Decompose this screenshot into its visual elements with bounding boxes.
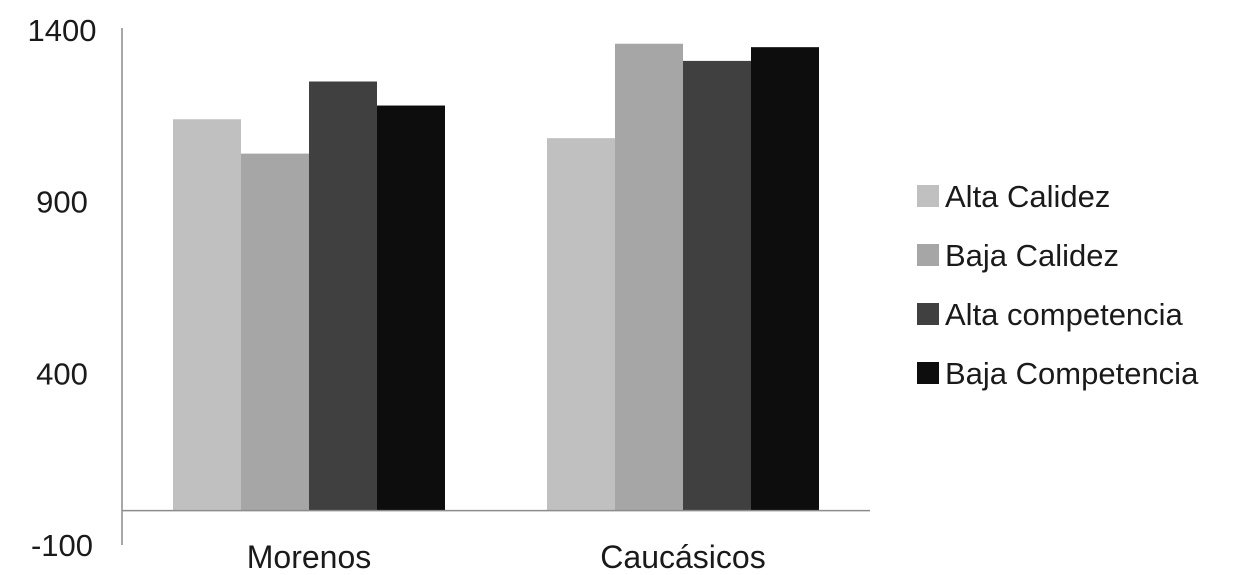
legend-swatch	[917, 244, 939, 266]
y-tick-label: 400	[36, 356, 88, 391]
bar-cauc-sicos-alta-calidez	[547, 138, 615, 511]
y-tick-labels: -100 400 900 1400	[28, 13, 97, 563]
legend: Alta Calidez Baja Calidez Alta competencia…	[917, 179, 1199, 391]
legend-label: Baja Competencia	[945, 356, 1199, 391]
x-category-labels: Morenos Caucásicos	[247, 539, 766, 575]
bar-cauc-sicos-baja-competencia	[751, 47, 819, 511]
legend-swatch	[917, 362, 939, 384]
y-tick-label: 1400	[28, 13, 97, 48]
legend-label: Alta competencia	[945, 297, 1184, 332]
bar-morenos-alta-competencia	[309, 82, 377, 511]
x-category-label: Morenos	[247, 539, 372, 575]
legend-swatch	[917, 303, 939, 325]
legend-label: Alta Calidez	[945, 179, 1110, 214]
y-tick-label: -100	[31, 528, 93, 563]
bar-cauc-sicos-alta-competencia	[683, 61, 751, 511]
bar-cauc-sicos-baja-calidez	[615, 44, 683, 511]
legend-label: Baja Calidez	[945, 238, 1119, 273]
bars-group	[173, 44, 819, 511]
y-tick-label: 900	[36, 185, 88, 220]
bar-morenos-baja-competencia	[377, 106, 445, 511]
x-category-label: Caucásicos	[600, 539, 765, 575]
bar-morenos-baja-calidez	[241, 154, 309, 511]
bar-morenos-alta-calidez	[173, 119, 241, 510]
legend-swatch	[917, 185, 939, 207]
